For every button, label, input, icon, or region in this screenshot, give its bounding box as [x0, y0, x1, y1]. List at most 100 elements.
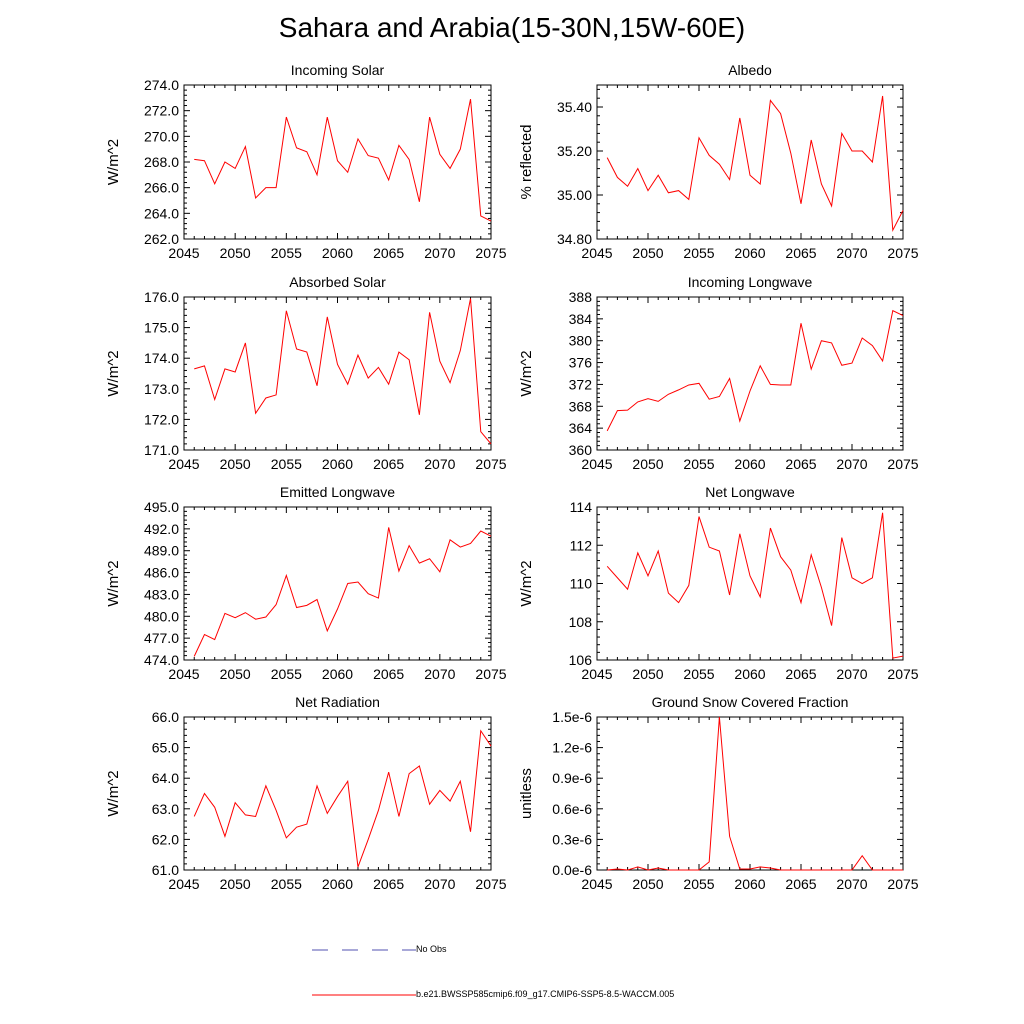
legend-model-line	[312, 994, 416, 996]
y-tick-label: 172.0	[144, 411, 179, 427]
y-tick-label: 274.0	[144, 77, 179, 93]
chart-panel-3: 2045 2050 2055 2060 2065 2070 2075 171.0 172.0 17…	[105, 274, 507, 472]
series-line	[193, 527, 492, 657]
plot-frame	[596, 84, 904, 240]
series-line	[193, 729, 492, 868]
x-tick-label: 2050	[632, 456, 663, 472]
panel-title: Incoming Solar	[291, 62, 385, 78]
x-tick-label: 2060	[322, 245, 353, 261]
y-axis-label: W/m^2	[105, 770, 122, 816]
y-tick-label: 106	[569, 652, 593, 668]
plot-frame	[183, 296, 492, 451]
x-tick-label: 2065	[785, 876, 816, 892]
x-tick-label: 2070	[836, 876, 867, 892]
plot-frame	[183, 506, 492, 661]
y-tick-label: 486.0	[144, 565, 179, 581]
x-tick-label: 2045	[168, 456, 199, 472]
y-tick-label: 110	[570, 576, 593, 592]
chart-panel-4: 2045 2050 2055 2060 2065 2070 2075 360 364 368 372…	[518, 274, 919, 472]
y-tick-label: 264.0	[144, 205, 179, 221]
y-tick-label: 268.0	[144, 154, 179, 170]
x-tick-label: 2075	[887, 245, 918, 261]
panel-title: Ground Snow Covered Fraction	[652, 694, 849, 710]
y-tick-label: 480.0	[144, 608, 179, 624]
chart-panel-6: 2045 2050 2055 2060 2065 2070 2075 106 108 110 112…	[518, 484, 919, 682]
x-tick-label: 2075	[475, 456, 506, 472]
x-tick-label: 2055	[271, 666, 302, 682]
x-tick-label: 2065	[373, 456, 404, 472]
y-tick-label: 384	[569, 311, 593, 327]
y-tick-label: 360	[569, 442, 593, 458]
chart-panel-8: 2045 2050 2055 2060 2065 2070 2075 0.0e-6 0.3e-6…	[518, 694, 919, 892]
chart-panel-2: 2045 2050 2055 2060 2065 2070 2075 34.80 35.00 35…	[518, 62, 919, 261]
panel-title: Emitted Longwave	[280, 484, 395, 500]
x-tick-label: 2050	[220, 666, 251, 682]
y-tick-label: 495.0	[144, 499, 179, 515]
y-tick-label: 376	[569, 355, 593, 371]
series-line	[194, 298, 492, 445]
chart-panel-7: 2045 2050 2055 2060 2065 2070 2075 61.0 62.0 63.0…	[105, 694, 507, 892]
y-tick-label: 175.0	[144, 320, 179, 336]
y-tick-label: 474.0	[144, 652, 179, 668]
x-tick-label: 2055	[683, 666, 714, 682]
y-tick-label: 0.3e-6	[552, 831, 592, 847]
y-tick-label: 483.0	[144, 586, 179, 602]
x-tick-label: 2060	[322, 666, 353, 682]
x-tick-label: 2070	[836, 456, 867, 472]
y-tick-label: 64.0	[152, 770, 179, 786]
y-tick-label: 388	[569, 289, 593, 305]
x-tick-label: 2065	[785, 245, 816, 261]
y-tick-label: 492.0	[144, 521, 179, 537]
panel-title: Albedo	[728, 62, 772, 78]
y-tick-label: 63.0	[152, 801, 179, 817]
x-tick-label: 2045	[168, 666, 199, 682]
x-tick-label: 2065	[785, 666, 816, 682]
y-axis-label: unitless	[518, 768, 535, 819]
legend-obs-label: No Obs	[416, 944, 447, 954]
y-tick-label: 0.0e-6	[552, 862, 592, 878]
y-tick-label: 112	[570, 537, 593, 553]
x-tick-label: 2050	[220, 876, 251, 892]
x-tick-label: 2055	[683, 876, 714, 892]
x-tick-label: 2070	[424, 876, 455, 892]
y-tick-label: 0.6e-6	[552, 801, 592, 817]
x-tick-label: 2065	[373, 245, 404, 261]
y-tick-label: 61.0	[152, 862, 179, 878]
x-tick-label: 2050	[632, 876, 663, 892]
y-axis-label: W/m^2	[518, 560, 535, 606]
y-tick-label: 270.0	[144, 128, 179, 144]
x-tick-label: 2070	[836, 666, 867, 682]
y-tick-label: 380	[569, 333, 593, 349]
x-tick-label: 2075	[887, 666, 918, 682]
x-tick-label: 2045	[581, 666, 612, 682]
panel-title: Net Radiation	[295, 694, 380, 710]
series-line	[194, 99, 492, 222]
y-tick-label: 266.0	[144, 180, 179, 196]
x-tick-label: 2075	[887, 876, 918, 892]
page-title: Sahara and Arabia(15-30N,15W-60E)	[278, 12, 746, 43]
x-tick-label: 2075	[475, 666, 506, 682]
x-tick-label: 2055	[271, 456, 302, 472]
x-tick-label: 2055	[271, 245, 302, 261]
y-axis-label: W/m^2	[105, 560, 122, 606]
series-line	[606, 95, 904, 232]
x-tick-label: 2070	[424, 245, 455, 261]
x-tick-label: 2060	[734, 245, 765, 261]
y-tick-label: 262.0	[144, 231, 179, 247]
x-tick-label: 2075	[887, 456, 918, 472]
y-tick-label: 272.0	[144, 103, 179, 119]
x-tick-label: 2065	[785, 456, 816, 472]
x-tick-label: 2060	[734, 666, 765, 682]
y-tick-label: 35.40	[557, 99, 592, 115]
x-tick-label: 2055	[271, 876, 302, 892]
y-tick-label: 176.0	[144, 289, 179, 305]
y-tick-label: 372	[569, 376, 593, 392]
plot-frame	[596, 296, 904, 451]
chart-panel-5: 2045 2050 2055 2060 2065 2070 2075 474.0 477.0 48…	[105, 484, 507, 682]
y-tick-label: 66.0	[152, 709, 179, 725]
x-tick-label: 2070	[424, 666, 455, 682]
y-tick-label: 34.80	[557, 231, 592, 247]
x-tick-label: 2055	[683, 245, 714, 261]
y-tick-label: 489.0	[144, 543, 179, 559]
y-tick-label: 65.0	[152, 740, 179, 756]
